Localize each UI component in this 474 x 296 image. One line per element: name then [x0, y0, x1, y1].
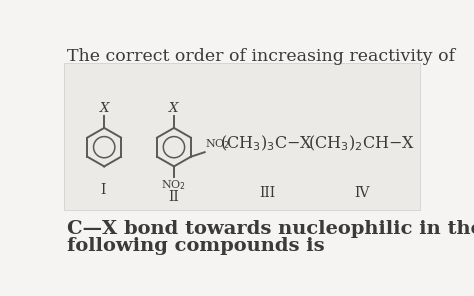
Text: IV: IV	[354, 186, 369, 200]
Text: I: I	[100, 183, 105, 197]
Text: X: X	[100, 102, 109, 115]
Text: The correct order of increasing reactivity of: The correct order of increasing reactivi…	[67, 48, 455, 65]
Text: (CH$_3$)$_3$C$-$X: (CH$_3$)$_3$C$-$X	[220, 133, 313, 153]
FancyBboxPatch shape	[64, 63, 420, 210]
Text: NO$_2$: NO$_2$	[162, 178, 186, 192]
Text: NO$_2$: NO$_2$	[205, 138, 230, 152]
Text: II: II	[169, 189, 179, 204]
Text: III: III	[259, 186, 275, 200]
Text: following compounds is: following compounds is	[67, 237, 325, 255]
Text: C—X bond towards nucleophilic in the: C—X bond towards nucleophilic in the	[67, 220, 474, 238]
Text: X: X	[169, 102, 179, 115]
Text: (CH$_3$)$_2$CH$-$X: (CH$_3$)$_2$CH$-$X	[308, 133, 415, 153]
